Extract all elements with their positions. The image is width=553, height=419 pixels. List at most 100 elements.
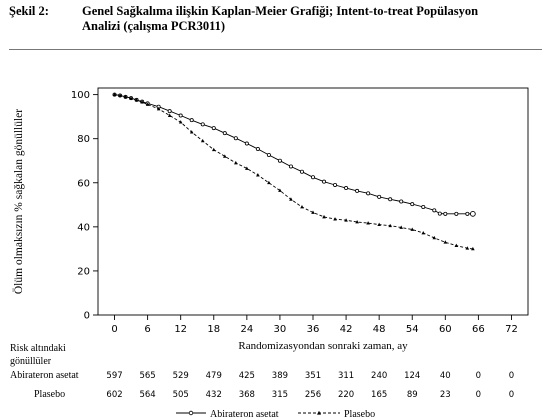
risk-value: 315 <box>272 390 288 400</box>
risk-row-label-abirateron: Abirateron asetat <box>10 370 79 381</box>
data-point-abirateron <box>277 158 282 163</box>
data-point-plasebo <box>465 246 470 250</box>
risk-value: 240 <box>371 371 387 381</box>
x-tick-label: 48 <box>373 324 386 335</box>
data-point-abirateron <box>255 147 260 152</box>
data-point-plasebo <box>140 100 144 104</box>
y-axis-label: Ölüm olmaksızın % sağkalan gönüllüler <box>11 109 25 294</box>
x-tick-label: 12 <box>174 324 187 335</box>
data-point-plasebo <box>322 214 326 219</box>
risk-value: 529 <box>173 371 189 381</box>
data-point-plasebo <box>366 221 370 225</box>
data-point-plasebo <box>278 188 282 192</box>
data-point-plasebo <box>118 93 122 97</box>
data-point-abirateron <box>421 205 426 210</box>
risk-table-title-line-2: gönüllüler <box>10 356 52 367</box>
risk-value: 597 <box>106 371 122 381</box>
data-point-plasebo <box>129 96 133 100</box>
data-point-abirateron <box>322 179 327 184</box>
censor-marker-abirateron <box>470 210 476 217</box>
data-point-plasebo <box>421 231 426 235</box>
risk-value: 311 <box>338 371 354 381</box>
data-point-abirateron <box>377 194 382 199</box>
risk-value: 564 <box>139 390 155 400</box>
risk-value: 165 <box>371 390 387 400</box>
x-tick-label: 6 <box>144 324 150 335</box>
chart-legend: Abirateron asetat Plasebo <box>176 409 375 419</box>
y-tick-label: 100 <box>71 90 90 101</box>
x-tick-label: 24 <box>240 324 253 335</box>
data-point-plasebo <box>388 223 392 228</box>
data-point-abirateron <box>244 141 249 146</box>
risk-table-title-line-1: Risk altındaki <box>10 343 66 354</box>
data-point-plasebo <box>300 205 304 209</box>
risk-value: 425 <box>239 371 255 381</box>
risk-value: 40 <box>440 371 451 381</box>
y-tick-label: 80 <box>77 134 90 145</box>
risk-value: 0 <box>509 371 514 381</box>
data-point-abirateron <box>465 211 470 216</box>
data-point-abirateron <box>432 208 437 213</box>
data-point-abirateron <box>222 131 227 136</box>
data-point-plasebo <box>267 180 271 185</box>
x-tick-label: 36 <box>307 324 320 335</box>
x-tick-label: 0 <box>111 324 117 335</box>
risk-value: 89 <box>407 390 418 400</box>
data-point-plasebo <box>454 243 459 247</box>
risk-value: 23 <box>440 390 451 400</box>
data-point-plasebo <box>200 138 205 143</box>
y-tick-label: 0 <box>84 311 90 322</box>
chart-axes: 0 20 40 60 80 100 0 6 12 18 24 30 36 42 48 54 60 66 72 Rand… <box>11 87 529 352</box>
risk-value: 220 <box>338 390 354 400</box>
figure-title: Genel Sağkalıma ilişkin Kaplan-Meier Gra… <box>82 4 542 34</box>
x-axis-label: Randomizasyondan sonraki zaman, ay <box>238 340 408 352</box>
data-point-plasebo <box>443 240 448 244</box>
risk-value: 368 <box>239 390 255 400</box>
y-tick-label: 20 <box>77 266 90 277</box>
data-point-abirateron <box>200 122 205 127</box>
data-point-abirateron <box>344 186 349 191</box>
data-point-plasebo <box>245 166 249 170</box>
risk-table: Risk altındaki gönüllüler Abirateron aseta… <box>10 343 514 400</box>
data-point-abirateron <box>167 109 172 114</box>
data-point-abirateron <box>443 211 448 216</box>
risk-value: 0 <box>509 390 514 400</box>
risk-value: 389 <box>272 371 288 381</box>
risk-row-label-plasebo: Plasebo <box>34 389 65 400</box>
data-point-abirateron <box>366 191 371 196</box>
data-point-plasebo <box>167 113 172 117</box>
data-point-abirateron <box>310 175 315 180</box>
data-point-plasebo <box>178 120 183 124</box>
data-point-abirateron <box>437 211 442 216</box>
data-point-plasebo <box>311 210 315 214</box>
data-point-plasebo <box>289 197 293 201</box>
data-point-plasebo <box>189 130 194 134</box>
chart-plot-area <box>112 92 476 251</box>
legend-marker-abirateron <box>188 410 194 416</box>
figure-title-line-2: Analizi (çalışma PCR3011) <box>82 19 226 33</box>
risk-value: 602 <box>106 390 122 400</box>
legend-label-abirateron: Abirateron asetat <box>210 409 279 419</box>
data-point-plasebo <box>333 217 337 221</box>
data-point-plasebo <box>344 218 348 222</box>
x-tick-label: 66 <box>472 324 485 335</box>
data-point-plasebo <box>112 92 117 97</box>
data-point-abirateron <box>454 211 459 216</box>
data-point-plasebo <box>222 154 227 158</box>
data-point-abirateron <box>388 197 393 202</box>
data-point-plasebo <box>410 227 415 231</box>
data-point-plasebo <box>377 222 381 227</box>
y-tick-label: 40 <box>77 222 90 233</box>
data-point-plasebo <box>123 94 128 99</box>
data-point-plasebo <box>145 102 150 106</box>
data-point-plasebo <box>134 98 139 102</box>
data-point-abirateron <box>299 169 304 174</box>
x-tick-label: 60 <box>439 324 452 335</box>
data-point-plasebo <box>156 106 161 111</box>
x-tick-label: 54 <box>406 324 419 335</box>
data-point-abirateron <box>410 202 415 207</box>
risk-value: 432 <box>206 390 222 400</box>
data-point-abirateron <box>355 188 360 193</box>
legend-label-plasebo: Plasebo <box>344 409 375 419</box>
plot-frame <box>97 87 529 316</box>
